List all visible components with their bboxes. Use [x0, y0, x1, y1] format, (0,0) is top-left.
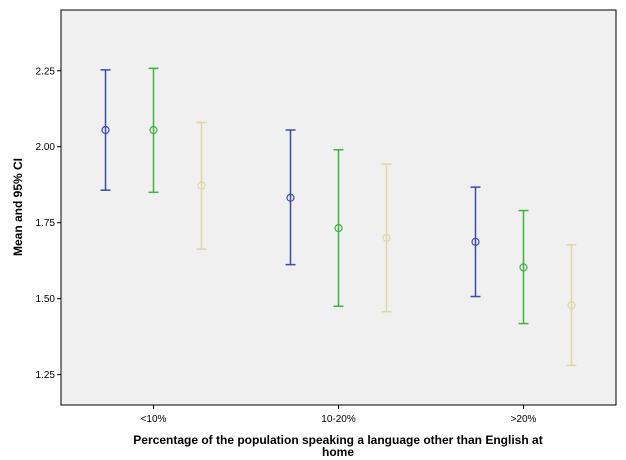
error-bar: [285, 129, 296, 266]
y-tick-label: 1.50: [36, 294, 56, 305]
mean-point: [567, 301, 576, 310]
x-tick-label: 10-20%: [321, 414, 356, 425]
y-tick-label: 1.25: [36, 370, 56, 381]
error-bar: [470, 186, 481, 298]
x-axis: <10% 10-20% >20%: [141, 405, 537, 425]
mean-point: [519, 263, 528, 272]
error-bar: [566, 244, 577, 367]
y-axis: 1.25 1.50 1.75 2.00 2.25: [36, 66, 61, 381]
y-axis-title: Mean and 95% CI: [11, 158, 25, 256]
series-layer: [100, 67, 577, 367]
mean-point: [149, 125, 158, 135]
y-tick-label: 2.25: [36, 66, 56, 77]
mean-point: [101, 125, 110, 135]
mean-point: [334, 224, 343, 233]
x-tick-label: <10%: [141, 414, 167, 425]
mean-point: [471, 237, 480, 246]
y-tick-label: 1.75: [36, 218, 56, 229]
mean-point: [197, 181, 206, 190]
error-bar: [100, 69, 111, 191]
error-bar: [196, 121, 207, 250]
error-bar: [518, 209, 529, 325]
x-tick-label: >20%: [511, 414, 537, 425]
error-bar: [381, 163, 392, 313]
x-axis-title-line-2: home: [322, 445, 354, 459]
x-axis-title-line-1: Percentage of the population speaking a …: [133, 433, 542, 447]
mean-point: [382, 233, 391, 242]
y-tick-label: 2.00: [36, 142, 56, 153]
error-bar: [333, 149, 344, 307]
error-bar: [148, 67, 159, 194]
mean-point: [286, 193, 295, 202]
